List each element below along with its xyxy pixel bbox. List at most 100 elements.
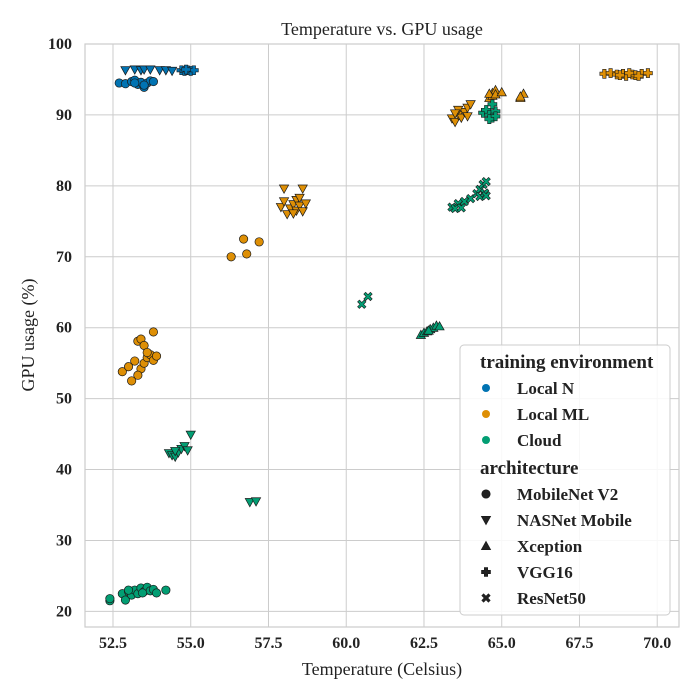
data-point [250, 497, 262, 507]
y-axis-label: GPU usage (%) [18, 279, 39, 392]
data-point [130, 356, 140, 366]
legend-box [459, 344, 671, 616]
data-point [297, 207, 308, 217]
legend-title-architecture: architecture [480, 458, 578, 479]
data-point [181, 64, 191, 75]
data-point [465, 100, 476, 110]
data-point [130, 78, 140, 88]
data-point [239, 234, 249, 244]
y-tick-label: 90 [56, 107, 72, 124]
data-point [462, 112, 473, 122]
data-point [423, 325, 434, 335]
data-point [294, 193, 305, 204]
x-tick-label: 65.0 [488, 635, 516, 652]
legend-shape-marker [480, 515, 492, 526]
data-point [154, 66, 165, 76]
legend-environment-label: Local N [517, 379, 575, 398]
legend-architecture-label: VGG16 [517, 563, 573, 582]
legend-shape-marker [480, 540, 492, 551]
data-point [120, 66, 131, 76]
data-point [117, 367, 127, 377]
data-point [120, 595, 130, 605]
x-tick-label: 57.5 [254, 635, 282, 652]
legend-architecture-label: ResNet50 [517, 589, 586, 608]
data-point [278, 197, 290, 207]
data-point [139, 80, 149, 90]
x-tick-label: 52.5 [99, 635, 127, 652]
data-point [226, 252, 236, 262]
legend-environment-label: Cloud [517, 431, 562, 450]
x-tick-labels: 52.5 55.0 57.5 60.0 62.5 65.0 67.5 70.0 [99, 635, 671, 652]
data-point [434, 320, 445, 331]
legend-environment-label: Local ML [517, 405, 589, 424]
data-point [278, 184, 290, 195]
data-point [294, 201, 305, 212]
y-tick-label: 30 [56, 532, 72, 549]
data-point [481, 176, 491, 187]
legend-architecture-label: Xception [517, 537, 583, 556]
data-point [242, 249, 252, 259]
data-point [185, 430, 196, 441]
legend-shape-marker [481, 567, 491, 577]
data-points [105, 64, 653, 606]
y-tick-label: 60 [56, 320, 72, 337]
data-point [484, 88, 495, 98]
y-tick-label: 80 [56, 178, 72, 195]
legend-shape-marker [481, 489, 491, 499]
data-point [357, 299, 367, 309]
data-point [182, 446, 193, 456]
data-point [151, 588, 162, 598]
data-point [484, 114, 495, 124]
y-tick-label: 50 [56, 391, 72, 408]
data-point [643, 68, 653, 78]
data-point [615, 70, 625, 81]
data-point [161, 585, 171, 595]
y-tick-label: 20 [56, 603, 72, 620]
data-point [145, 65, 156, 75]
data-point [481, 191, 491, 201]
data-point [456, 113, 467, 124]
data-point [363, 291, 373, 302]
legend-color-marker [482, 436, 490, 444]
legend-color-marker [482, 384, 490, 392]
data-point [133, 370, 143, 380]
data-point [275, 203, 287, 213]
data-point [487, 99, 498, 110]
data-point [459, 196, 470, 207]
legend: training environment architecture Local … [459, 344, 671, 616]
data-point [254, 237, 264, 247]
data-point [297, 184, 308, 195]
data-point [105, 594, 115, 604]
y-tick-label: 100 [48, 36, 72, 53]
x-tick-label: 60.0 [332, 635, 360, 652]
data-point [169, 447, 181, 457]
data-point [456, 203, 466, 213]
data-point [288, 209, 299, 219]
y-tick-label: 70 [56, 249, 72, 266]
data-point [515, 91, 526, 101]
x-tick-label: 62.5 [410, 635, 438, 652]
data-point [148, 327, 158, 337]
legend-architecture-label: MobileNet V2 [517, 485, 618, 504]
data-point [148, 77, 158, 87]
data-point [281, 210, 293, 220]
data-point [300, 199, 312, 209]
legend-architecture-label: NASNet Mobile [517, 511, 632, 530]
data-point [151, 351, 162, 361]
data-point [127, 376, 137, 386]
data-point [624, 68, 635, 78]
legend-title-environment: training environment [480, 352, 654, 373]
legend-shape-marker [481, 593, 491, 603]
y-tick-label: 40 [56, 462, 72, 479]
y-tick-labels: 20 30 40 50 60 70 80 90 100 [48, 36, 72, 620]
x-axis-label: Temperature (Celsius) [302, 659, 462, 680]
data-point [123, 585, 134, 595]
x-tick-label: 67.5 [565, 635, 593, 652]
data-point [449, 109, 461, 119]
data-point [605, 68, 616, 78]
data-point [496, 86, 507, 97]
data-point [137, 588, 148, 598]
data-point [123, 362, 134, 372]
x-tick-label: 70.0 [643, 635, 671, 652]
